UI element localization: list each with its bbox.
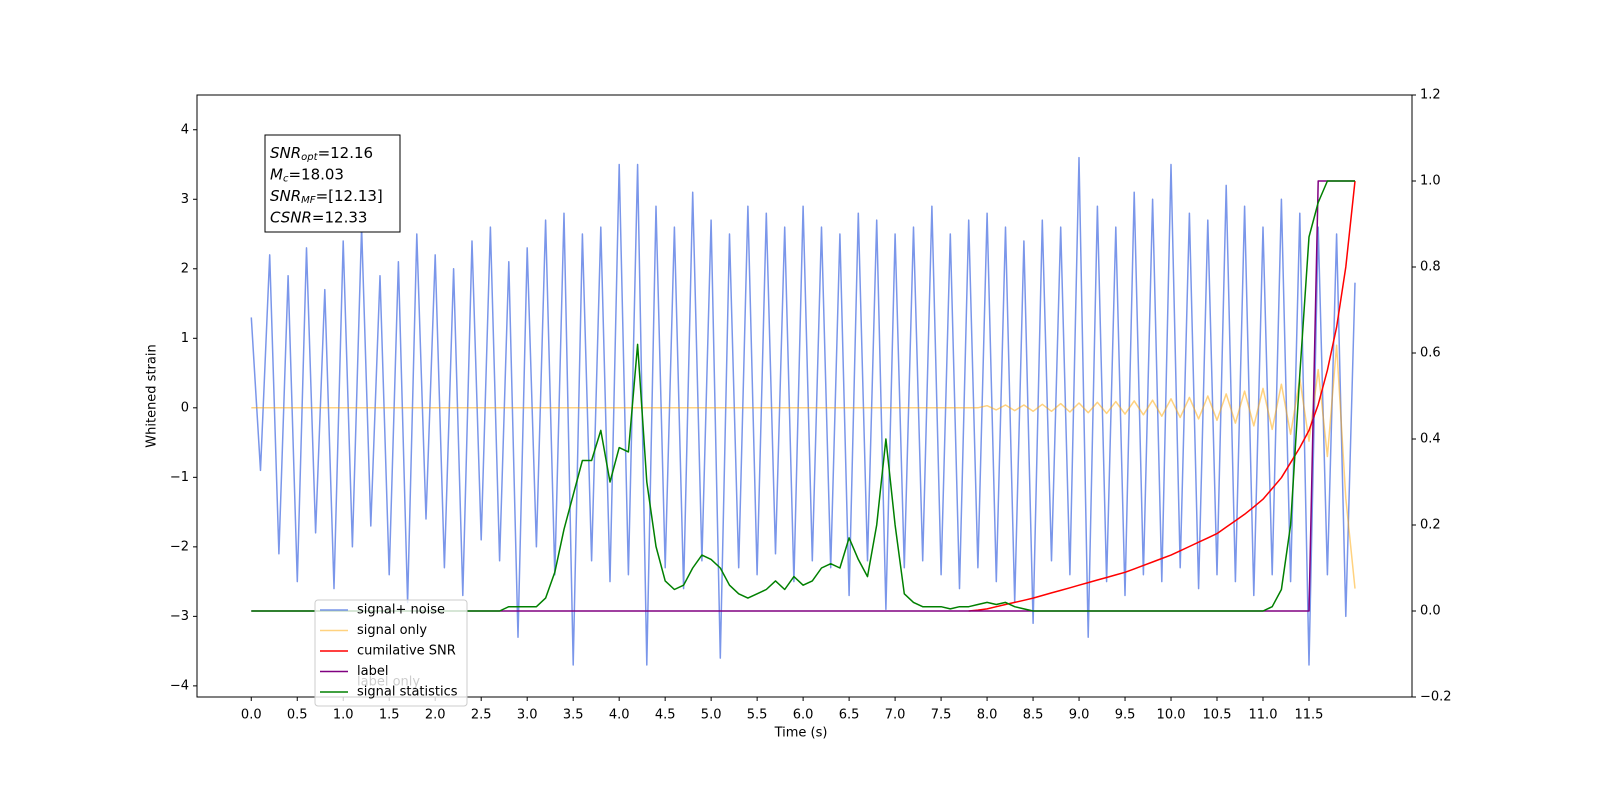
y2-tick-label: −0.2 xyxy=(1420,690,1452,705)
annotation: SNRopt=12.16 xyxy=(270,144,373,164)
annotation-value: =12.33 xyxy=(312,208,368,226)
y-tick-label: 4 xyxy=(181,122,189,137)
series-line xyxy=(250,156,1356,666)
y-tick-label: −2 xyxy=(170,539,189,554)
legend-frame xyxy=(314,599,468,707)
y-tick-label: 2 xyxy=(181,261,189,276)
x-tick-label: 8.0 xyxy=(977,708,998,723)
x-tick-label: 0.0 xyxy=(241,708,262,723)
x-tick-label: 2.5 xyxy=(471,708,492,723)
x-tick-label: 3.0 xyxy=(517,708,538,723)
x-tick-label: 8.5 xyxy=(1023,708,1044,723)
annotation: Mc=18.03 xyxy=(270,165,344,185)
x-tick-label: 6.5 xyxy=(839,708,860,723)
y2-tick-label: 0.2 xyxy=(1420,518,1441,533)
plot-area xyxy=(250,156,1356,666)
x-tick-label: 9.0 xyxy=(1069,708,1090,723)
x-tick-label: 0.5 xyxy=(287,708,308,723)
x-tick-label: 6.0 xyxy=(793,708,814,723)
y-tick-label: 0 xyxy=(181,400,189,415)
x-tick-label: 7.0 xyxy=(885,708,906,723)
y-tick-label: 3 xyxy=(181,192,189,207)
x-tick-label: 4.0 xyxy=(609,708,630,723)
x-axis-label: Time (s) xyxy=(774,726,828,741)
y-tick-label: 1 xyxy=(181,331,189,346)
annotation-sub: opt xyxy=(301,152,318,163)
x-tick-label: 7.5 xyxy=(931,708,952,723)
series-line xyxy=(251,344,1356,589)
annotation: SNRMF=[12.13] xyxy=(270,187,383,207)
annotation-sub: MF xyxy=(301,195,316,206)
x-tick-label: 9.5 xyxy=(1115,708,1136,723)
annotation-value: =18.03 xyxy=(288,165,344,183)
x-tick-label: 5.5 xyxy=(747,708,768,723)
annotation-frame xyxy=(264,134,401,233)
y-tick-label: −3 xyxy=(170,609,189,624)
x-tick-label: 10.5 xyxy=(1203,708,1232,723)
legend-label: signal statistics xyxy=(357,685,458,700)
x-tick-label: 5.0 xyxy=(701,708,722,723)
y2-tick-label: 1.0 xyxy=(1420,174,1441,189)
annotation-sub: c xyxy=(283,174,289,185)
annotation-name: M xyxy=(270,165,283,183)
legend-label: cumilative SNR xyxy=(357,644,456,659)
annotation-value: =12.16 xyxy=(318,144,374,162)
axes-frame xyxy=(196,94,1413,698)
y-tick-label: −4 xyxy=(170,678,189,693)
annotation-name: SNR xyxy=(270,144,301,162)
y2-tick-label: 0.4 xyxy=(1420,432,1441,447)
x-tick-label: 2.0 xyxy=(425,708,446,723)
annotation-name: CSNR xyxy=(270,208,312,226)
x-tick-label: 10.0 xyxy=(1157,708,1186,723)
x-tick-label: 1.0 xyxy=(333,708,354,723)
y-axis-label: Whitened strain xyxy=(145,344,160,447)
x-tick-label: 11.0 xyxy=(1249,708,1278,723)
annotation-box: SNRopt=12.16Mc=18.03SNRMF=[12.13]CSNR=12… xyxy=(264,134,401,233)
y-tick-label: −1 xyxy=(170,470,189,485)
series-line xyxy=(968,180,1356,612)
annotation: CSNR=12.33 xyxy=(270,208,367,226)
legend-label: signal+ noise xyxy=(357,603,445,618)
y2-tick-label: 0.0 xyxy=(1420,604,1441,619)
x-tick-label: 4.5 xyxy=(655,708,676,723)
y2-tick-label: 0.6 xyxy=(1420,346,1441,361)
y2-tick-label: 0.8 xyxy=(1420,260,1441,275)
annotation-value: =[12.13] xyxy=(316,187,383,205)
legend-label: signal only xyxy=(357,623,427,638)
x-tick-label: 1.5 xyxy=(379,708,400,723)
x-tick-label: 3.5 xyxy=(563,708,584,723)
x-tick-label: 11.5 xyxy=(1295,708,1324,723)
legend-label: label xyxy=(357,664,388,679)
annotation-name: SNR xyxy=(270,187,301,205)
y2-tick-label: 1.2 xyxy=(1420,88,1441,103)
